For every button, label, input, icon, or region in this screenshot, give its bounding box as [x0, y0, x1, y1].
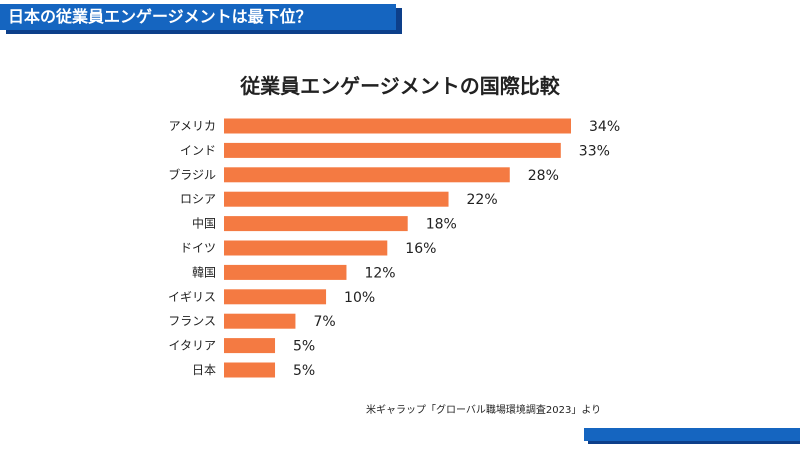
category-label: イギリス [168, 290, 216, 304]
category-label: インド [180, 143, 216, 157]
bar [224, 289, 327, 305]
footer-bar [584, 428, 800, 441]
bar [224, 264, 347, 280]
category-label: ブラジル [168, 167, 216, 182]
source-note: 米ギャラップ「グローバル職場環境調査2023」より [366, 405, 602, 416]
category-label: 中国 [192, 216, 216, 231]
category-label: ドイツ [180, 241, 216, 255]
value-label: 16% [405, 241, 436, 257]
chart-title: 従業員エンゲージメントの国際比較 [240, 74, 560, 98]
category-label: フランス [168, 314, 216, 328]
category-label: イタリア [168, 339, 216, 353]
bar [224, 216, 408, 232]
value-label: 5% [293, 339, 315, 355]
banner-title: 日本の従業員エンゲージメントは最下位？ [8, 7, 312, 26]
value-label: 18% [426, 217, 457, 233]
bar [224, 338, 276, 354]
value-label: 7% [313, 314, 335, 330]
bar [224, 313, 296, 329]
bar [224, 118, 571, 134]
title-banner: 日本の従業員エンゲージメントは最下位？ [0, 4, 396, 30]
category-label: ロシア [180, 192, 216, 206]
category-label: アメリカ [169, 119, 216, 133]
value-label: 33% [579, 143, 610, 159]
value-label: 22% [467, 192, 498, 208]
footer-bar-shadow [588, 440, 800, 444]
value-label: 12% [364, 265, 395, 281]
category-label: 日本 [192, 363, 216, 377]
value-label: 28% [528, 168, 559, 184]
bar [224, 142, 561, 158]
value-label: 10% [344, 290, 375, 306]
bar [224, 191, 449, 207]
category-label: 韓国 [192, 265, 216, 279]
bar [224, 167, 510, 183]
value-label: 34% [589, 119, 620, 135]
bar [224, 362, 276, 378]
bar [224, 240, 388, 256]
value-label: 5% [293, 363, 315, 379]
